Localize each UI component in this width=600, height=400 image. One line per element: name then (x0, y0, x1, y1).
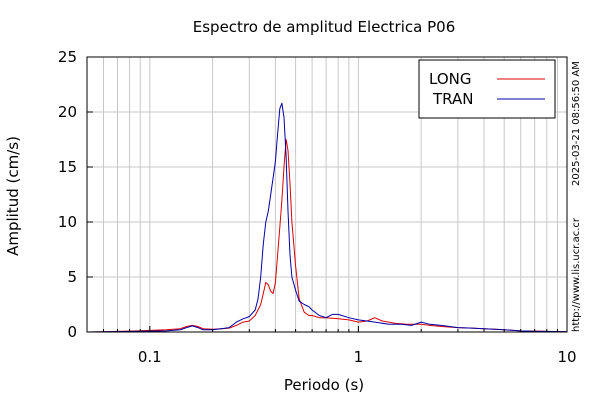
x-tick-label: 10 (557, 348, 576, 366)
legend-box (418, 59, 556, 119)
timestamp-annotation: 2025-03-21 08:56:50 AM (571, 61, 582, 186)
y-tick-label: 20 (58, 103, 77, 121)
series-layer (86, 102, 568, 333)
y-tick-label: 10 (58, 213, 77, 231)
y-tick-label: 5 (67, 268, 77, 286)
tick-labels: 0 5 10 15 20 25 0.1 1 10 (58, 48, 577, 366)
x-tick-label: 1 (354, 348, 364, 366)
plot-frame (86, 56, 568, 333)
series-line-tran (86, 102, 568, 333)
legend-label-long: LONG (429, 70, 471, 88)
y-tick-label: 0 (67, 323, 77, 341)
series-line-long (86, 139, 568, 333)
chart-title: Espectro de amplitud Electrica P06 (193, 18, 456, 36)
legend-label-tran: TRAN (432, 90, 473, 108)
website-annotation: http://www.lis.ucr.ac.cr (571, 217, 582, 332)
legend: LONG TRAN (418, 59, 556, 119)
y-tick-label: 25 (58, 48, 77, 66)
tick-marks (86, 56, 568, 333)
x-axis-label: Periodo (s) (284, 376, 364, 394)
y-tick-label: 15 (58, 158, 77, 176)
y-axis-label: Amplitud (cm/s) (4, 136, 22, 256)
x-tick-label: 0.1 (138, 348, 162, 366)
